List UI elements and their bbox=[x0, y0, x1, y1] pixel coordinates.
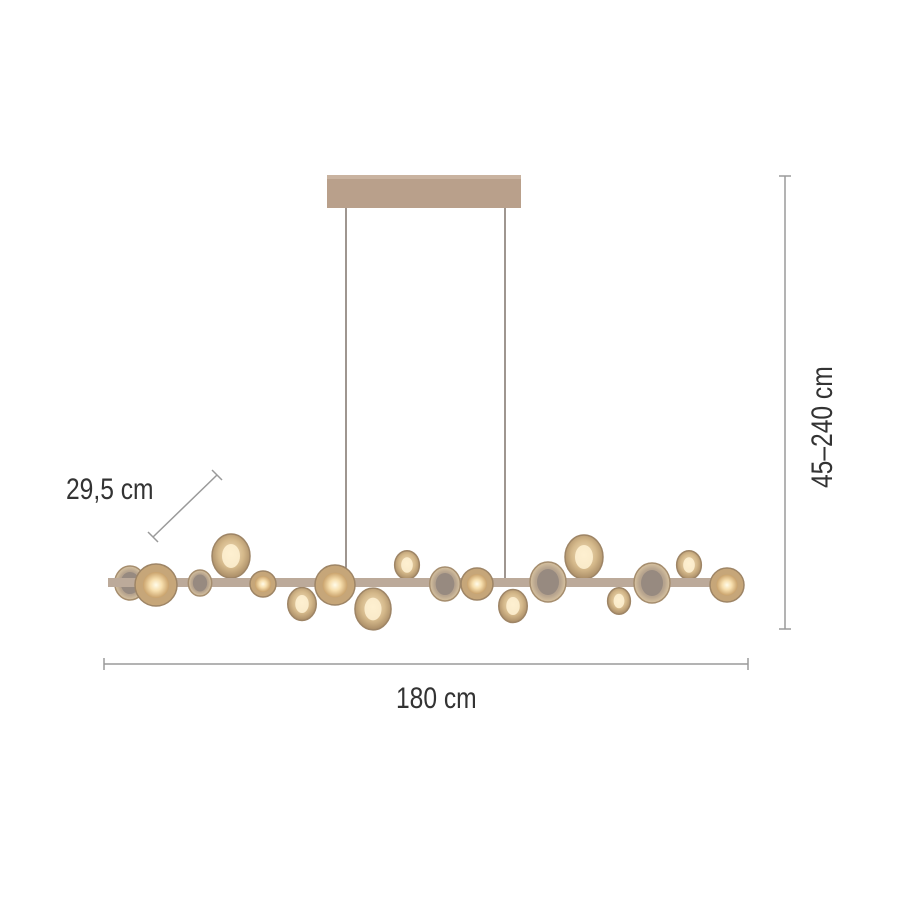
lamp-bar bbox=[108, 578, 742, 587]
glass-globe bbox=[393, 549, 421, 581]
width-label: 180 cm bbox=[396, 682, 477, 715]
height-label: 45–240 cm bbox=[806, 366, 839, 488]
glass-globe bbox=[134, 563, 178, 607]
height-dimension-line bbox=[779, 175, 791, 630]
glass-globe bbox=[287, 586, 317, 622]
glass-globe bbox=[354, 587, 392, 631]
glass-globe bbox=[314, 564, 356, 606]
ceiling-canopy bbox=[327, 175, 521, 208]
glass-globe bbox=[709, 567, 745, 603]
glass-globe bbox=[249, 570, 277, 598]
glass-globe bbox=[633, 562, 671, 604]
depth-label: 29,5 cm bbox=[66, 473, 154, 506]
glass-globe bbox=[564, 534, 604, 580]
glass-globe bbox=[428, 566, 462, 602]
glass-globe bbox=[211, 533, 251, 579]
glass-globe bbox=[529, 561, 567, 603]
glass-globe bbox=[675, 549, 703, 581]
glass-globe bbox=[606, 587, 632, 615]
depth-dimension-line bbox=[147, 469, 223, 543]
glass-globe bbox=[187, 569, 213, 597]
glass-globe bbox=[498, 588, 528, 624]
glass-globe bbox=[460, 567, 494, 601]
width-dimension-line bbox=[103, 658, 749, 670]
